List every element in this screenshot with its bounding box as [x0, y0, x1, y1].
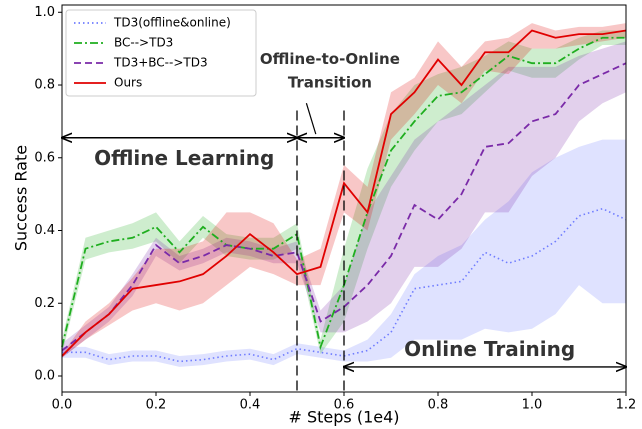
confidence-band [62, 30, 626, 355]
x-tick-label: 0.6 [334, 398, 355, 413]
x-tick-label: 0.2 [146, 398, 167, 413]
y-tick-label: 0.4 [34, 223, 55, 238]
confidence-band [62, 41, 626, 358]
x-tick-label: 0.8 [428, 398, 449, 413]
legend-label: TD3(offline&online) [113, 16, 231, 30]
y-tick-label: 0.6 [34, 150, 55, 165]
x-tick-label: 0.0 [52, 398, 73, 413]
legend-label: BC-->TD3 [114, 36, 173, 50]
y-tick-label: 0.8 [34, 78, 55, 93]
x-tick-label: 0.4 [240, 398, 261, 413]
legend-box [65, 9, 257, 97]
annotation: Online Training [404, 337, 575, 361]
annotation: Transition [288, 74, 372, 92]
y-axis-label: Success Rate [12, 145, 31, 251]
x-tick-label: 1.2 [616, 398, 637, 413]
y-tick-label: 1.0 [34, 5, 55, 20]
annotation: Offline Learning [94, 146, 274, 170]
x-tick-label: 1.0 [522, 398, 543, 413]
series-line [61, 29, 627, 357]
y-tick-label: 0.0 [34, 368, 55, 383]
legend-label: TD3+BC-->TD3 [113, 56, 208, 70]
legend-label: Ours [114, 76, 142, 90]
pointer [305, 103, 317, 135]
annotation: Offline-to-Online [260, 50, 400, 68]
confidence-band [62, 139, 626, 367]
y-tick-label: 0.2 [34, 296, 55, 311]
x-axis-label: # Steps (1e4) [288, 408, 399, 427]
